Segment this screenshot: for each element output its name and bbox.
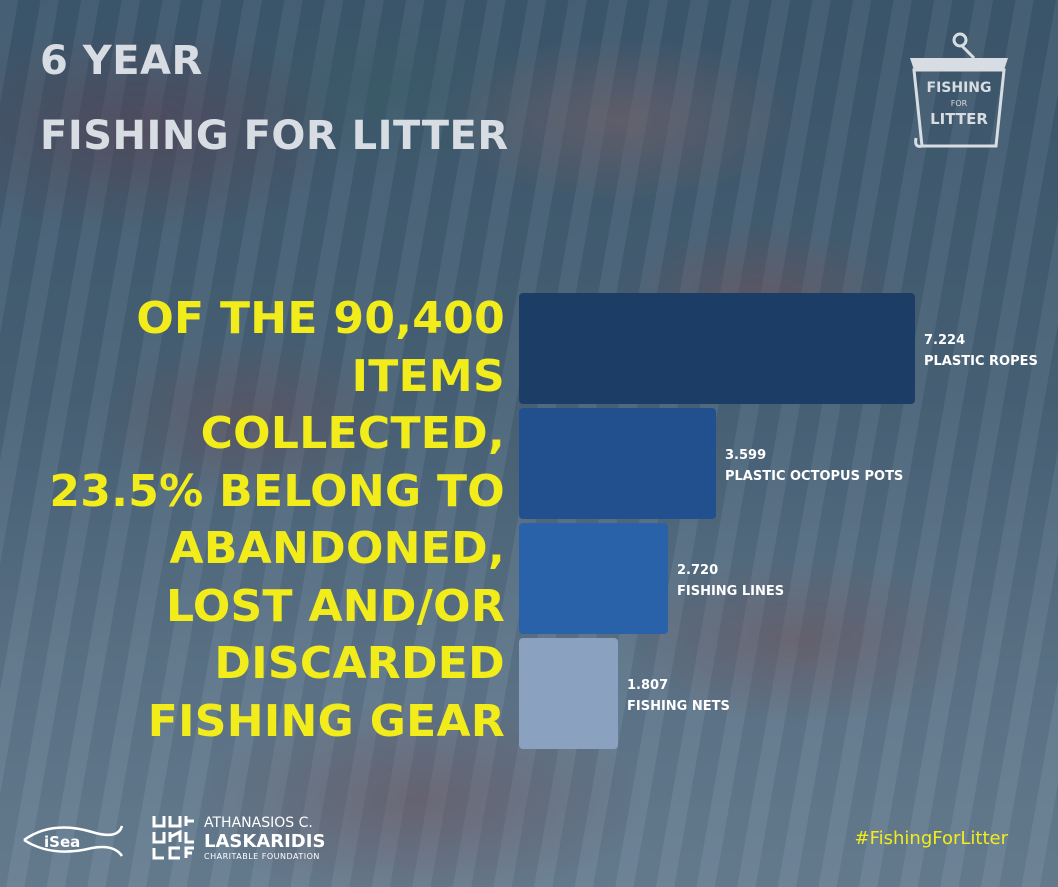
- logo-text-line-1: FISHING: [927, 80, 992, 96]
- logo-text-line-2: FOR: [951, 99, 968, 108]
- bar-category-label: FISHING NETS: [627, 699, 730, 714]
- bar-value-label: 7.224: [924, 333, 965, 348]
- laskaridis-line-2: LASKARIDIS: [204, 831, 326, 852]
- logo-text-line-3: LITTER: [930, 110, 988, 128]
- laskaridis-mark-icon: [152, 816, 194, 860]
- bar-category-label: PLASTIC ROPES: [924, 354, 1038, 369]
- bar-category-label: PLASTIC OCTOPUS POTS: [725, 469, 903, 484]
- bar-2: [519, 408, 716, 519]
- bar-3: [519, 523, 668, 634]
- bar-value-label: 1.807: [627, 678, 668, 693]
- laskaridis-foundation-logo: ATHANASIOS C. LASKARIDIS CHARITABLE FOUN…: [152, 814, 325, 862]
- bar-category-label: FISHING LINES: [677, 584, 784, 599]
- bar-value-label: 3.599: [725, 448, 766, 463]
- hashtag: #FishingForLitter: [854, 828, 1009, 849]
- title-line-2: FISHING FOR LITTER: [40, 113, 509, 159]
- isea-logo: iSea: [22, 818, 132, 865]
- headline-statement: OF THE 90,400 ITEMS COLLECTED, 23.5% BEL…: [49, 293, 505, 747]
- bar-value-label: 2.720: [677, 563, 718, 578]
- bar-4: [519, 638, 618, 749]
- isea-logo-text: iSea: [44, 833, 80, 851]
- fishing-for-litter-logo: FISHING FOR LITTER: [904, 30, 1014, 150]
- laskaridis-line-1: ATHANASIOS C.: [204, 815, 313, 831]
- bar-1: [519, 293, 915, 404]
- title-line-1: 6 YEAR: [40, 38, 203, 84]
- laskaridis-line-3: CHARITABLE FOUNDATION: [204, 852, 320, 861]
